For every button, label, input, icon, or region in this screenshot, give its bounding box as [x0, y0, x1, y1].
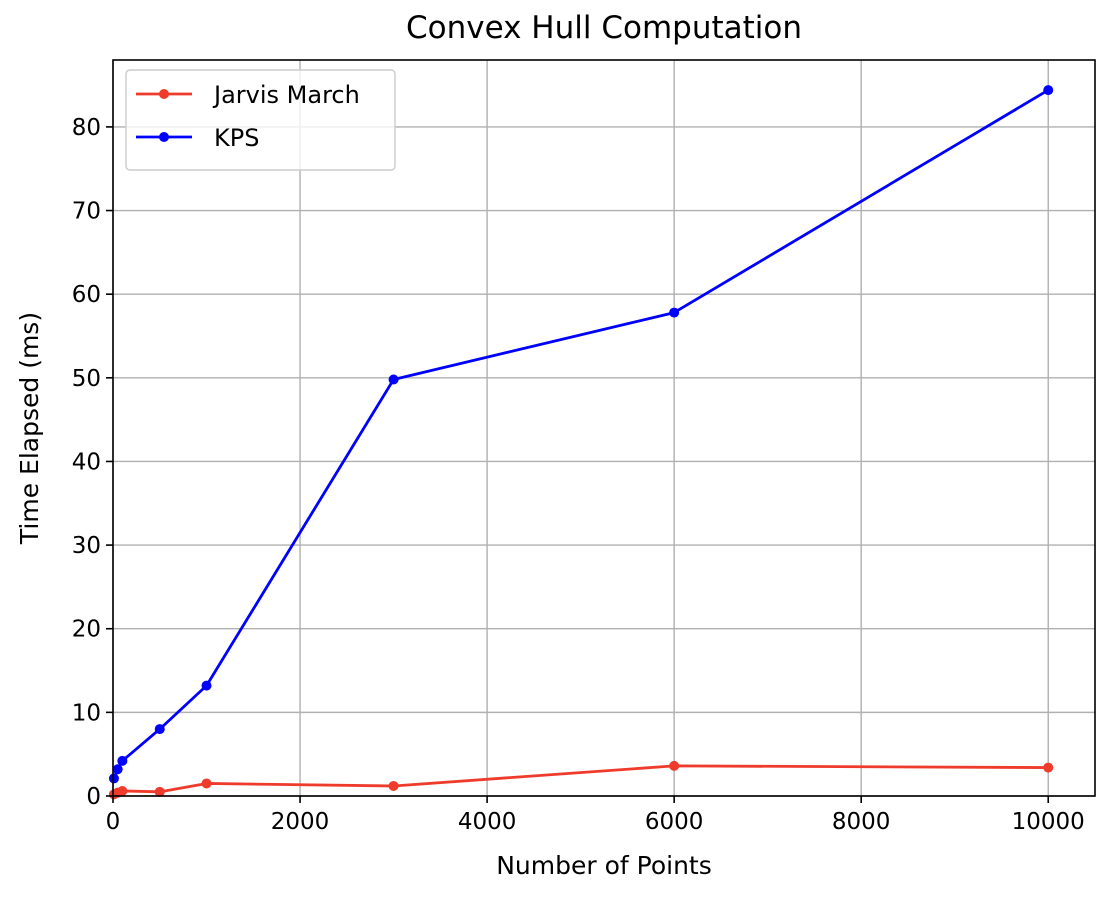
data-point-kps [154, 724, 165, 735]
y-tick-label: 50 [72, 366, 101, 392]
legend: Jarvis March KPS [125, 69, 396, 171]
data-point-kps [108, 773, 119, 784]
legend-marker-jarvis-march [159, 89, 169, 99]
tick-layer: 0 2000 4000 6000 8000 10000 0 10 20 30 40 50 60 70 80 [72, 115, 1085, 835]
x-tick-label: 2000 [271, 809, 330, 835]
legend-box [125, 69, 396, 171]
data-point-kps [388, 374, 399, 385]
legend-label-jarvis-march: Jarvis March [212, 81, 360, 109]
series-line-jarvis-march [112, 764, 1050, 796]
data-point-jarvis-march [669, 760, 680, 771]
y-axis-label: Time Elapsed (ms) [15, 312, 44, 545]
x-tick-label: 10000 [1012, 809, 1085, 835]
x-tick-label: 6000 [645, 809, 704, 835]
y-tick-label: 40 [72, 449, 101, 475]
y-tick-label: 10 [72, 700, 101, 726]
y-tick-label: 80 [72, 115, 101, 141]
data-point-jarvis-march [117, 785, 128, 796]
data-point-kps [1043, 85, 1054, 96]
chart-title: Convex Hull Computation [406, 10, 802, 46]
x-tick-label: 4000 [458, 809, 517, 835]
data-point-kps [117, 755, 128, 766]
y-tick-label: 20 [72, 617, 101, 643]
legend-label-kps: KPS [214, 124, 259, 152]
data-point-kps [201, 680, 212, 691]
data-point-jarvis-march [1043, 762, 1054, 773]
data-point-jarvis-march [388, 780, 399, 791]
y-tick-label: 30 [72, 533, 101, 559]
x-tick-label: 0 [106, 809, 121, 835]
y-tick-label: 0 [86, 784, 101, 810]
x-tick-label: 8000 [832, 809, 891, 835]
data-point-jarvis-march [201, 778, 212, 789]
x-axis-label: Number of Points [496, 851, 712, 880]
y-tick-label: 70 [72, 199, 101, 225]
data-point-jarvis-march [154, 786, 165, 797]
series-line-kps [112, 88, 1050, 780]
series-layer [108, 85, 1054, 800]
grid-layer [112, 60, 1095, 797]
plot-area-frame [112, 59, 1096, 797]
data-point-kps [669, 307, 680, 318]
data-point-kps [112, 764, 123, 775]
y-tick-label: 60 [72, 282, 101, 308]
legend-marker-kps [159, 132, 169, 142]
